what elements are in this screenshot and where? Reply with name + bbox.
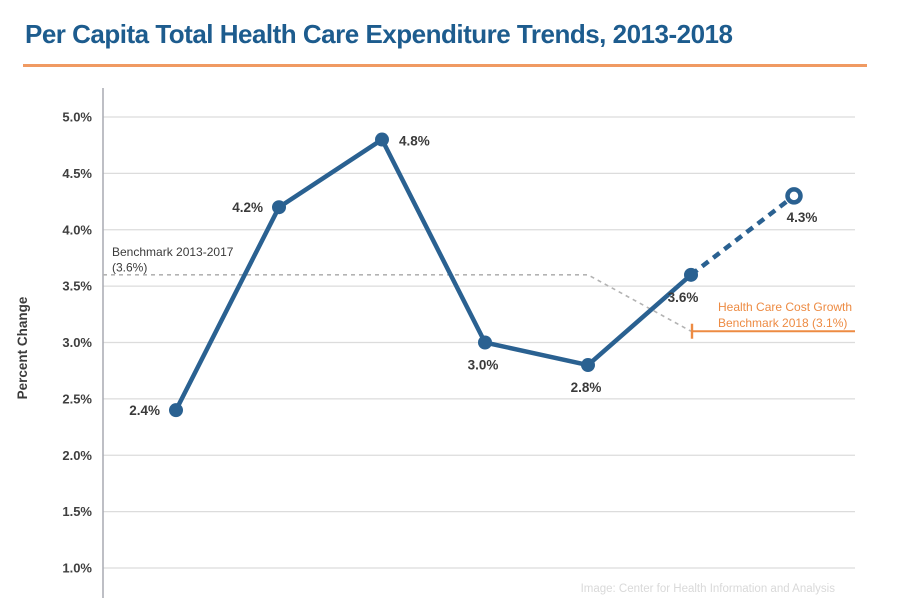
trend-line-solid [173, 137, 694, 413]
data-point [169, 403, 183, 418]
y-tick-label: 4.0% [62, 222, 92, 237]
benchmark-2018-label: Benchmark 2018 (3.1%) [718, 316, 847, 330]
benchmark-2013-2017-line [103, 274, 692, 332]
y-tick-label: 5.0% [62, 110, 92, 125]
title-accent-rule [23, 64, 867, 67]
y-axis-title: Percent Change [15, 296, 30, 399]
y-tick-label: 3.5% [62, 279, 92, 294]
benchmark-2013-2017-label: (3.6%) [112, 261, 147, 275]
benchmark-2013-2017-label: Benchmark 2013-2017 [112, 245, 234, 259]
y-tick-label: 2.0% [62, 448, 92, 463]
y-tick-label: 3.0% [62, 335, 92, 350]
data-point [478, 335, 492, 350]
data-point-label: 3.0% [468, 358, 499, 373]
data-point-hollow [785, 187, 803, 205]
y-tick-label: 4.5% [62, 166, 92, 181]
data-point-label: 4.3% [787, 210, 818, 225]
data-point [684, 267, 698, 282]
benchmark-2018-label: Health Care Cost Growth [718, 300, 852, 314]
page-title: Per Capita Total Health Care Expenditure… [25, 19, 733, 49]
data-point [272, 200, 286, 215]
data-point-label: 4.8% [399, 134, 430, 149]
data-point [375, 132, 389, 147]
data-point-label: 2.4% [129, 403, 160, 418]
trend-line-dashed-projection [689, 194, 796, 277]
data-point-label: 2.8% [571, 380, 602, 395]
data-point [581, 358, 595, 373]
data-point-label: 4.2% [232, 200, 263, 215]
y-tick-label: 2.5% [62, 391, 92, 406]
y-tick-label: 1.0% [62, 561, 92, 576]
y-tick-label: 1.5% [62, 504, 92, 519]
attribution-text: Image: Center for Health Information and… [581, 583, 836, 595]
data-point-label: 3.6% [668, 290, 699, 305]
